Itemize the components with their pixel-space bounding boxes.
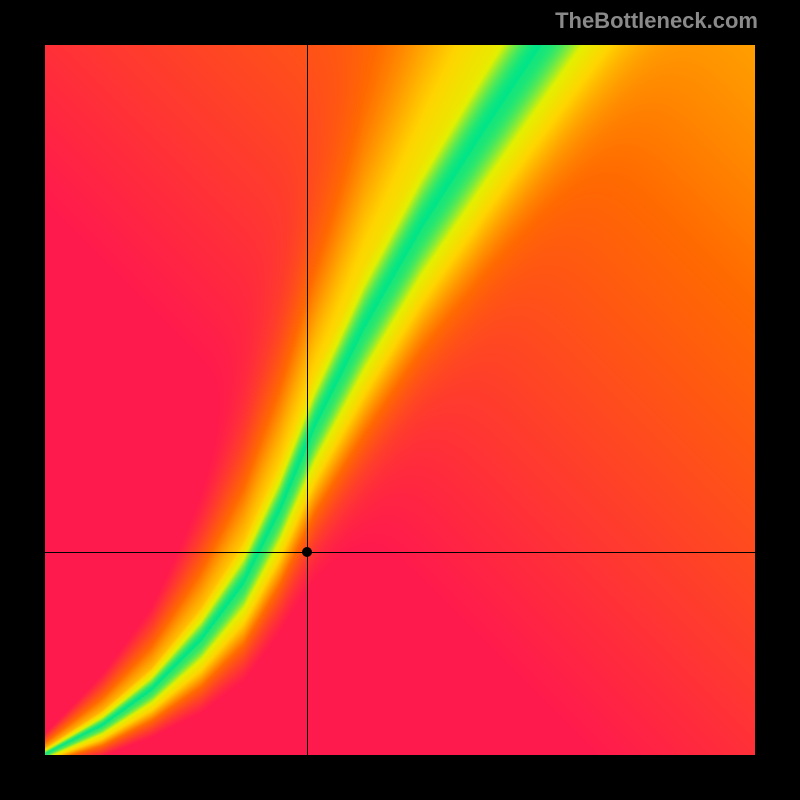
selection-marker [302,547,312,557]
plot-area [45,45,755,755]
crosshair-vertical [307,45,308,755]
watermark-text: TheBottleneck.com [555,8,758,34]
bottleneck-heatmap [45,45,755,755]
crosshair-horizontal [45,552,755,553]
